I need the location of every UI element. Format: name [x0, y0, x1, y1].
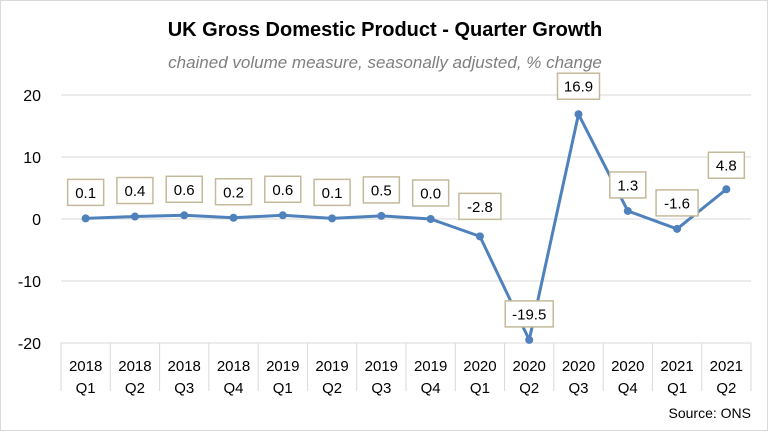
- x-tick-label-year: 2018: [69, 358, 102, 375]
- x-tick-label-year: 2020: [513, 358, 546, 375]
- data-label: 4.8: [716, 158, 737, 175]
- chart-title: UK Gross Domestic Product - Quarter Grow…: [167, 19, 603, 41]
- x-tick-label-quarter: Q4: [421, 380, 441, 397]
- data-point: [377, 211, 386, 220]
- x-tick-label-quarter: Q1: [470, 380, 490, 397]
- data-label-box: [66, 178, 105, 207]
- x-tick-label-quarter: Q1: [76, 380, 96, 397]
- y-tick-label: -20: [18, 336, 41, 353]
- x-tick-label-quarter: Q1: [273, 380, 293, 397]
- x-tick-label-year: 2019: [315, 358, 348, 375]
- data-label-box: [116, 176, 154, 205]
- data-label: 0.6: [174, 182, 195, 199]
- data-label: -19.5: [512, 306, 546, 323]
- data-label-box: [458, 192, 502, 221]
- data-label-box: [504, 300, 554, 328]
- data-label-box: [214, 178, 253, 206]
- data-label: -2.8: [467, 199, 493, 216]
- x-tick-label-year: 2020: [463, 358, 496, 375]
- data-label-box: [362, 176, 401, 204]
- data-point: [426, 215, 435, 223]
- y-tick-label: 20: [23, 88, 41, 105]
- x-tick-label-year: 2019: [266, 358, 299, 375]
- data-label-box: [165, 175, 203, 204]
- data-label: 0.6: [272, 182, 293, 199]
- x-tick-label-quarter: Q3: [568, 380, 588, 397]
- x-tick-label-year: 2021: [660, 358, 693, 375]
- data-point: [130, 212, 139, 221]
- data-point: [278, 211, 287, 220]
- data-label: 0.0: [420, 186, 441, 203]
- data-point: [180, 211, 189, 220]
- data-label-box: [411, 179, 450, 207]
- chart-subtitle: chained volume measure, seasonally adjus…: [168, 53, 602, 72]
- data-point: [229, 213, 238, 222]
- data-point: [81, 214, 90, 223]
- x-tick-label-year: 2021: [710, 358, 743, 375]
- data-label: -1.6: [664, 195, 690, 212]
- y-tick-label: -10: [18, 274, 41, 291]
- data-label: 0.5: [371, 182, 392, 199]
- data-point: [328, 214, 337, 223]
- x-tick-label-quarter: Q1: [667, 380, 687, 397]
- x-tick-label-year: 2020: [562, 358, 595, 375]
- x-tick-label-quarter: Q3: [174, 380, 194, 397]
- x-tick-label-year: 2018: [217, 358, 250, 375]
- data-label-box: [556, 72, 601, 100]
- data-point: [673, 224, 682, 233]
- data-label-box: [264, 175, 302, 204]
- x-tick-label-year: 2018: [118, 358, 151, 375]
- y-tick-label: 10: [23, 150, 41, 167]
- data-label: 16.9: [564, 79, 593, 96]
- x-tick-label-quarter: Q2: [322, 380, 342, 397]
- data-point: [722, 185, 731, 194]
- x-tick-label-quarter: Q2: [716, 380, 736, 397]
- data-point: [525, 335, 534, 344]
- data-label: 1.3: [617, 177, 638, 194]
- x-tick-label-year: 2019: [365, 358, 398, 375]
- data-label-box: [655, 189, 699, 217]
- x-tick-label-year: 2020: [611, 358, 644, 375]
- data-label: 0.2: [223, 184, 244, 201]
- series-line: [85, 112, 728, 342]
- x-tick-label-year: 2019: [414, 358, 447, 375]
- x-tick-label-quarter: Q2: [125, 380, 145, 397]
- data-point: [574, 110, 583, 119]
- x-tick-label-year: 2018: [168, 358, 201, 375]
- data-point: [475, 232, 484, 241]
- x-tick-label-quarter: Q3: [371, 380, 391, 397]
- data-point: [623, 206, 632, 215]
- data-label-box: [313, 178, 351, 207]
- x-tick-label-quarter: Q4: [223, 380, 243, 397]
- y-tick-label: 0: [32, 212, 41, 229]
- data-label: 0.4: [124, 183, 145, 200]
- data-label-box: [609, 171, 647, 199]
- data-label: 0.1: [322, 185, 343, 202]
- data-label: 0.1: [75, 185, 96, 202]
- source-note: Source: ONS: [668, 405, 751, 421]
- data-label-box: [707, 151, 746, 179]
- x-tick-label-quarter: Q4: [618, 380, 638, 397]
- x-tick-label-quarter: Q2: [519, 380, 539, 397]
